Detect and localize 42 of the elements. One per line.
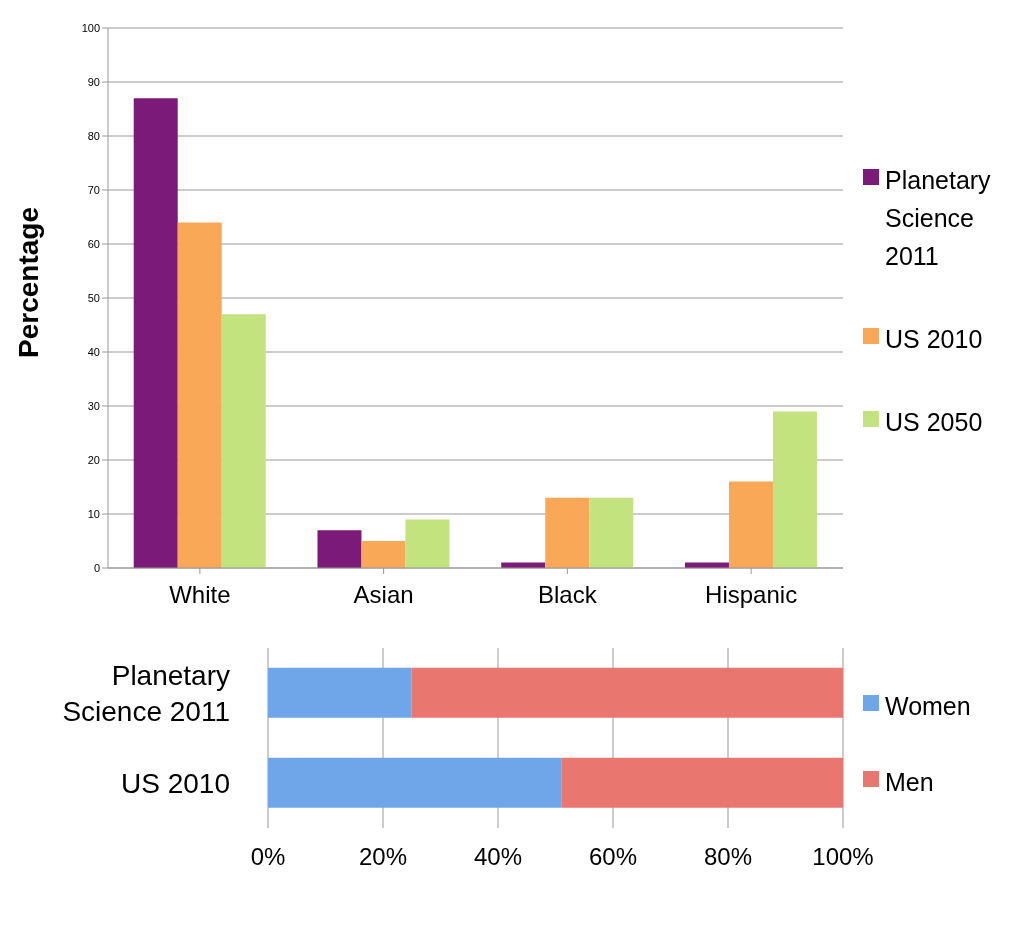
bar xyxy=(561,757,843,808)
y-tick-label: 80 xyxy=(87,129,100,142)
bar xyxy=(545,497,590,568)
bar xyxy=(772,411,817,568)
x-tick-label: 100% xyxy=(812,843,874,871)
bar xyxy=(177,222,222,568)
bar xyxy=(411,667,843,718)
bar xyxy=(317,530,362,568)
y-tick-label: 100 xyxy=(81,21,100,34)
legend-label: US 2010 xyxy=(885,323,983,355)
y-tick-label: 10 xyxy=(87,507,100,520)
legend-label: Planetary Science 2011 xyxy=(885,164,992,272)
bar xyxy=(728,481,773,568)
y-tick-label: 60 xyxy=(87,237,100,250)
x-tick-label: White xyxy=(169,581,231,609)
y-tick-label: 70 xyxy=(87,183,100,196)
bar xyxy=(361,541,406,568)
bar xyxy=(268,667,412,718)
x-tick-label: Hispanic xyxy=(705,581,798,609)
y-tick-label: Planetary Science 2011 xyxy=(62,660,230,727)
y-axis-title: Percentage xyxy=(12,207,44,358)
legend-label: Women xyxy=(885,691,971,722)
x-tick-label: 60% xyxy=(588,843,638,871)
bar xyxy=(405,519,450,568)
bar xyxy=(268,757,562,808)
y-tick-label: 40 xyxy=(87,345,100,358)
y-tick-label: 20 xyxy=(87,453,100,466)
x-tick-label: 40% xyxy=(473,843,523,871)
x-tick-label: 0% xyxy=(250,843,286,871)
x-tick-label: 20% xyxy=(358,843,408,871)
bar xyxy=(221,314,266,568)
x-tick-label: 80% xyxy=(703,843,753,871)
x-tick-label: Black xyxy=(538,581,598,609)
y-tick-label: 90 xyxy=(87,75,100,88)
y-tick-label: 0 xyxy=(93,561,100,574)
legend-label: Men xyxy=(885,767,934,798)
bar xyxy=(133,98,178,568)
x-tick-label: Asian xyxy=(353,581,414,609)
bar xyxy=(589,497,634,568)
y-tick-label: 50 xyxy=(87,291,100,304)
y-tick-label: 30 xyxy=(87,399,100,412)
legend-label: US 2050 xyxy=(885,406,983,438)
